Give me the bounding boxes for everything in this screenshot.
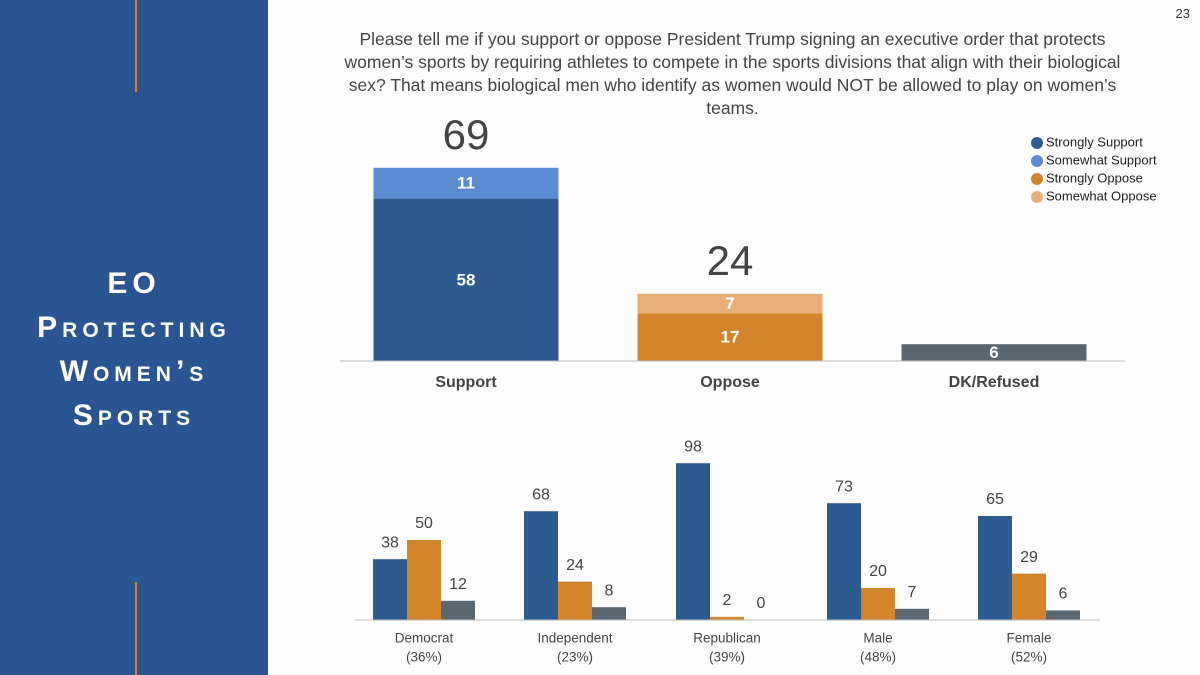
bar (676, 463, 710, 620)
legend-label: Somewhat Support (1046, 152, 1157, 167)
bar (710, 616, 744, 620)
total-label: 69 (443, 111, 490, 158)
title-line: Protecting (37, 311, 231, 344)
bar-segment (373, 198, 559, 361)
legend-label: Strongly Oppose (1046, 170, 1143, 185)
bar-segment (637, 313, 823, 361)
bar (1046, 610, 1080, 620)
bar-segment (373, 167, 559, 199)
x-tick-note: (36%) (406, 650, 442, 665)
bar-segment (901, 344, 1087, 361)
x-tick-note: (39%) (709, 650, 745, 665)
data-label: 12 (449, 576, 467, 593)
total-label: 24 (707, 237, 754, 284)
bar (861, 588, 895, 620)
x-tick-label: Male (863, 631, 892, 646)
side-panel: EO Protecting Women’s Sports (0, 0, 268, 675)
slide-title: EO Protecting Women’s Sports (0, 262, 268, 438)
legend-marker (1031, 191, 1043, 203)
x-tick-label: DK/Refused (949, 374, 1040, 391)
data-label: 20 (869, 563, 887, 580)
x-tick-note: (48%) (860, 650, 896, 665)
x-tick-note: (23%) (557, 650, 593, 665)
data-label: 0 (757, 595, 766, 612)
bar (827, 503, 861, 620)
bar (524, 511, 558, 620)
data-label: 29 (1020, 549, 1038, 566)
data-label: 73 (835, 478, 853, 495)
legend-marker (1031, 137, 1043, 149)
x-tick-label: Democrat (395, 631, 454, 646)
title-line: EO (107, 267, 161, 300)
x-tick-label: Oppose (700, 374, 760, 391)
page-number: 23 (1175, 6, 1190, 21)
legend-marker (1031, 173, 1043, 185)
bar (373, 559, 407, 620)
data-label: 6 (989, 343, 998, 362)
bar (895, 608, 929, 620)
bar (592, 607, 626, 620)
bar-segment (637, 293, 823, 314)
x-tick-label: Republican (693, 631, 761, 646)
data-label: 58 (457, 270, 476, 289)
x-tick-label: Independent (537, 631, 612, 646)
x-tick-label: Support (435, 374, 497, 391)
data-label: 11 (457, 174, 475, 193)
bar (558, 581, 592, 620)
x-tick-note: (52%) (1011, 650, 1047, 665)
legend-label: Strongly Support (1046, 134, 1143, 149)
side-background (0, 0, 268, 675)
data-label: 50 (415, 515, 433, 532)
data-label: 24 (566, 557, 584, 574)
bar (978, 516, 1012, 620)
side-panel-art (0, 0, 268, 675)
data-label: 7 (725, 294, 734, 313)
data-label: 2 (723, 592, 732, 609)
bar (1012, 573, 1046, 620)
data-label: 65 (986, 491, 1004, 508)
legend-label: Somewhat Oppose (1046, 188, 1157, 203)
x-tick-label: Female (1006, 631, 1051, 646)
chart-title: Please tell me if you support or oppose … (344, 29, 1121, 118)
data-label: 68 (532, 486, 550, 503)
bar (441, 600, 475, 620)
data-label: 6 (1059, 586, 1068, 603)
data-label: 98 (684, 438, 702, 455)
legend-marker (1031, 155, 1043, 167)
data-label: 38 (381, 534, 399, 551)
title-line: Sports (72, 399, 196, 432)
data-label: 8 (605, 582, 614, 599)
data-label: 17 (721, 328, 740, 347)
data-label: 7 (908, 584, 917, 601)
title-line: Women’s (59, 355, 209, 388)
bar (407, 540, 441, 620)
